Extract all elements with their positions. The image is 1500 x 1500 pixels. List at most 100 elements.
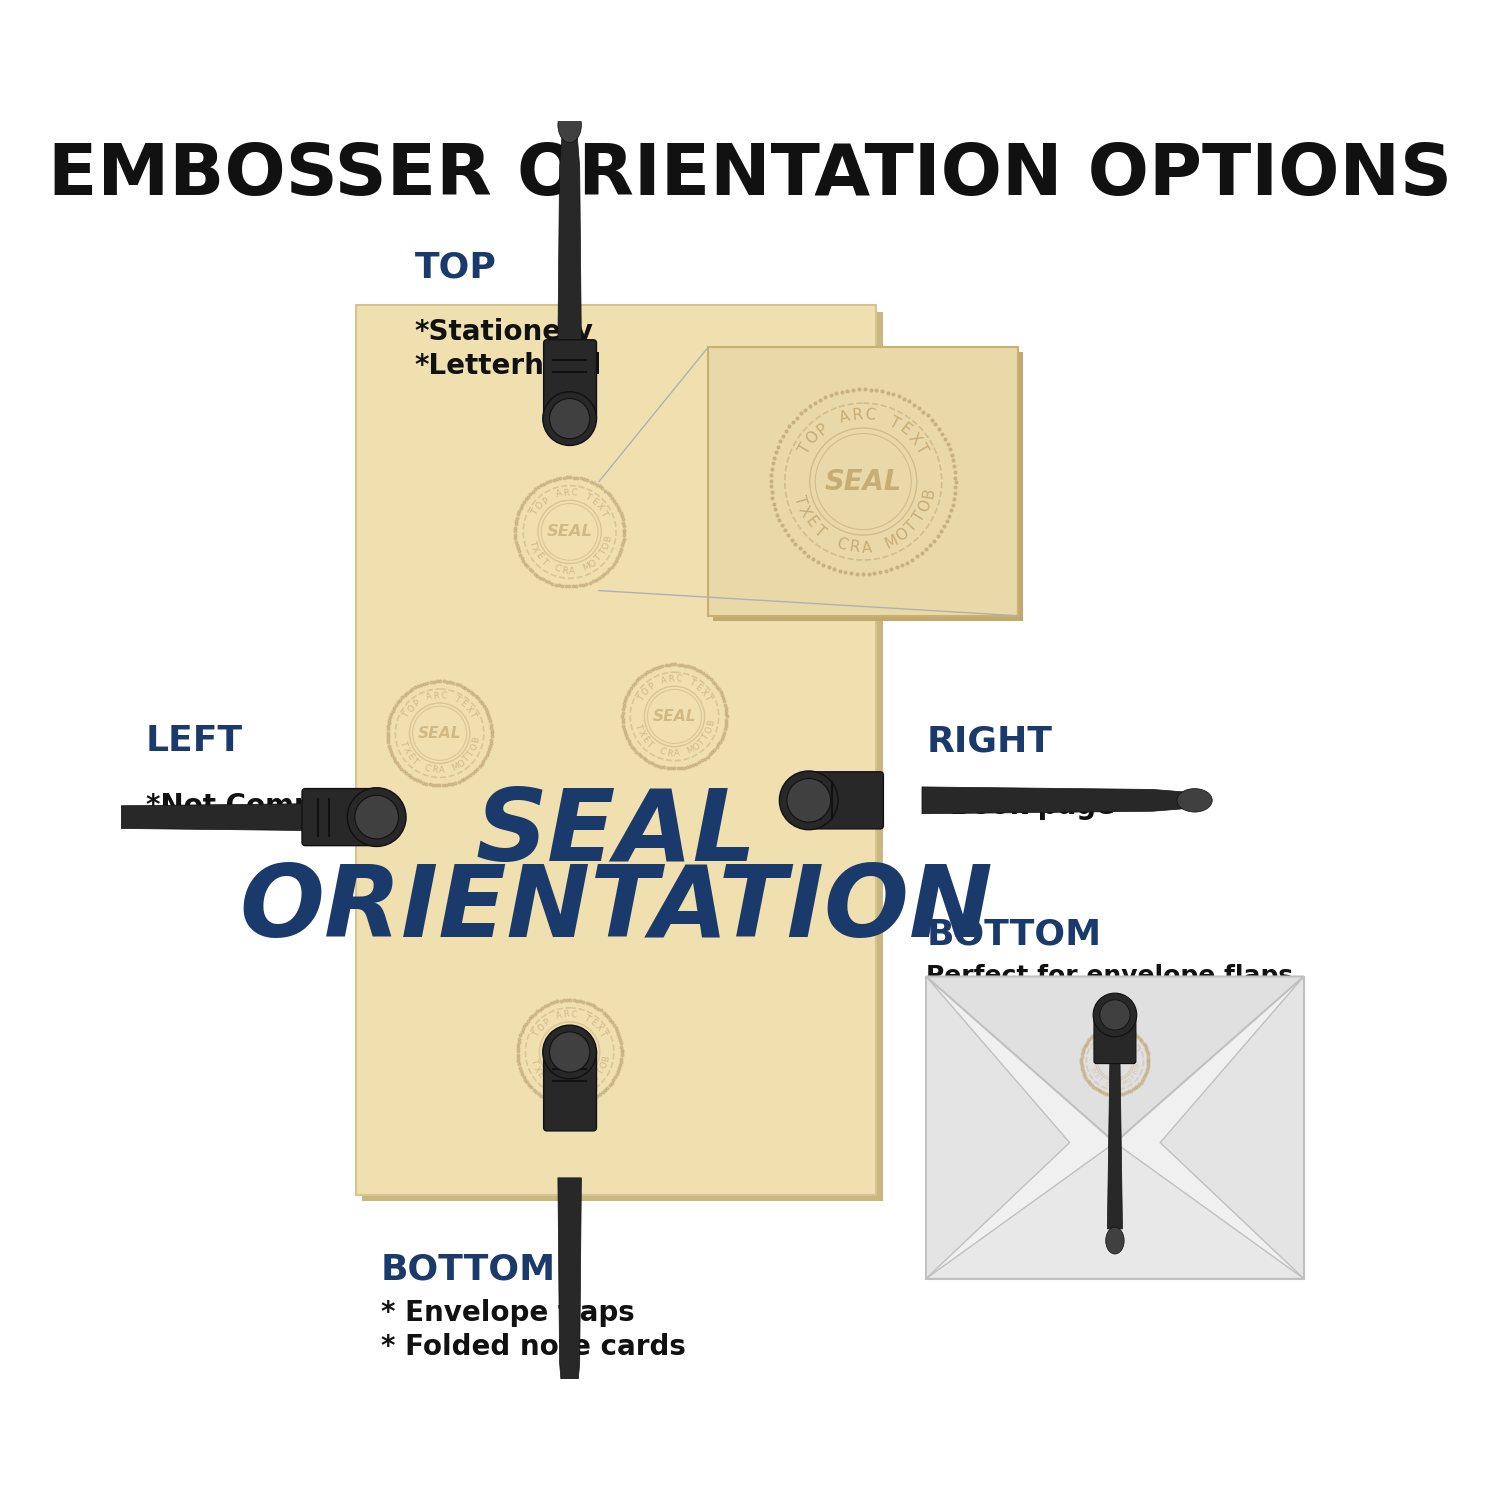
Text: T: T [592, 554, 603, 564]
Text: R: R [666, 748, 674, 759]
Text: C: C [1116, 1035, 1119, 1040]
Text: R: R [668, 675, 675, 684]
Text: T: T [526, 538, 537, 546]
Text: C: C [570, 1010, 578, 1020]
Text: SEAL: SEAL [419, 726, 462, 741]
Text: O: O [470, 742, 480, 752]
Text: P: P [413, 699, 422, 709]
Text: A: A [555, 489, 562, 500]
Text: B: B [471, 736, 482, 744]
Text: O: O [534, 501, 546, 512]
Ellipse shape [1106, 1227, 1124, 1254]
Text: B: B [603, 536, 613, 543]
Text: X: X [464, 704, 474, 714]
Text: EMBOSSER ORIENTATION OPTIONS: EMBOSSER ORIENTATION OPTIONS [48, 141, 1452, 210]
Text: ORIENTATION: ORIENTATION [238, 861, 993, 958]
Text: A: A [1106, 1035, 1112, 1041]
Text: A: A [660, 675, 668, 686]
Polygon shape [558, 124, 582, 344]
Text: P: P [542, 1017, 552, 1028]
Text: A: A [568, 567, 574, 576]
Text: T: T [399, 740, 408, 747]
Text: E: E [639, 735, 650, 744]
Text: C: C [1104, 1082, 1110, 1088]
Circle shape [348, 788, 406, 846]
Text: T: T [597, 548, 608, 558]
Circle shape [780, 771, 838, 830]
Text: E: E [534, 550, 544, 561]
Text: P: P [815, 420, 831, 438]
Text: T: T [1096, 1077, 1102, 1083]
Circle shape [549, 1032, 590, 1072]
Text: O: O [1126, 1077, 1132, 1084]
Text: *Not Common: *Not Common [146, 792, 362, 820]
Text: T: T [702, 694, 712, 703]
Text: T: T [410, 756, 420, 766]
Text: O: O [586, 1077, 597, 1088]
Text: B: B [921, 486, 938, 500]
Text: C: C [658, 747, 666, 758]
Text: B: B [1136, 1064, 1142, 1068]
Text: X: X [636, 729, 646, 738]
Text: T: T [912, 441, 930, 458]
Ellipse shape [558, 1386, 582, 1422]
Text: O: O [1094, 1042, 1100, 1048]
Text: O: O [598, 1060, 610, 1070]
Text: T: T [584, 1014, 591, 1025]
Text: M: M [686, 744, 696, 756]
Text: R: R [430, 765, 438, 776]
Text: SEAL: SEAL [476, 786, 756, 882]
Ellipse shape [1178, 789, 1212, 812]
Text: T: T [462, 754, 472, 764]
Text: T: T [466, 711, 477, 720]
Text: R: R [433, 692, 439, 700]
Text: O: O [405, 704, 417, 714]
Text: A: A [861, 540, 873, 555]
Text: TOP: TOP [414, 251, 497, 285]
Text: SEAL: SEAL [1101, 1056, 1130, 1066]
Text: E: E [897, 422, 914, 440]
Text: C: C [423, 764, 432, 774]
Polygon shape [38, 804, 309, 831]
Text: E: E [405, 752, 416, 760]
FancyBboxPatch shape [363, 312, 882, 1202]
Text: T: T [812, 524, 828, 540]
Polygon shape [922, 788, 1194, 814]
Text: T: T [700, 732, 711, 741]
Ellipse shape [20, 806, 54, 830]
Text: C: C [554, 1082, 561, 1092]
Text: X: X [594, 501, 604, 512]
Text: A: A [1114, 1083, 1118, 1088]
Text: O: O [704, 724, 716, 735]
FancyBboxPatch shape [356, 306, 876, 1194]
Text: M: M [1122, 1080, 1128, 1086]
Text: C: C [570, 488, 578, 498]
Text: P: P [646, 682, 656, 692]
Text: E: E [693, 682, 703, 693]
Text: O: O [586, 558, 598, 570]
Text: X: X [698, 687, 708, 698]
Text: T: T [592, 1072, 602, 1083]
Text: T: T [638, 693, 648, 702]
Text: T: T [1130, 1074, 1136, 1080]
FancyBboxPatch shape [806, 772, 883, 830]
Text: T: T [1132, 1047, 1138, 1052]
Text: C: C [675, 675, 682, 684]
Text: A: A [438, 766, 444, 776]
Circle shape [543, 392, 597, 445]
Text: BOTTOM: BOTTOM [926, 918, 1101, 951]
Polygon shape [926, 976, 1304, 1143]
Polygon shape [926, 1143, 1304, 1278]
Text: C: C [864, 408, 876, 423]
Text: RIGHT: RIGHT [926, 724, 1052, 759]
Text: O: O [692, 741, 702, 753]
FancyBboxPatch shape [543, 340, 597, 422]
Text: T: T [1089, 1065, 1095, 1070]
Text: P: P [540, 495, 550, 506]
Text: T: T [453, 694, 462, 705]
Text: R: R [1110, 1083, 1114, 1088]
Text: O: O [892, 525, 912, 544]
Polygon shape [558, 1178, 582, 1404]
Text: T: T [886, 414, 902, 432]
Text: T: T [532, 1029, 543, 1038]
